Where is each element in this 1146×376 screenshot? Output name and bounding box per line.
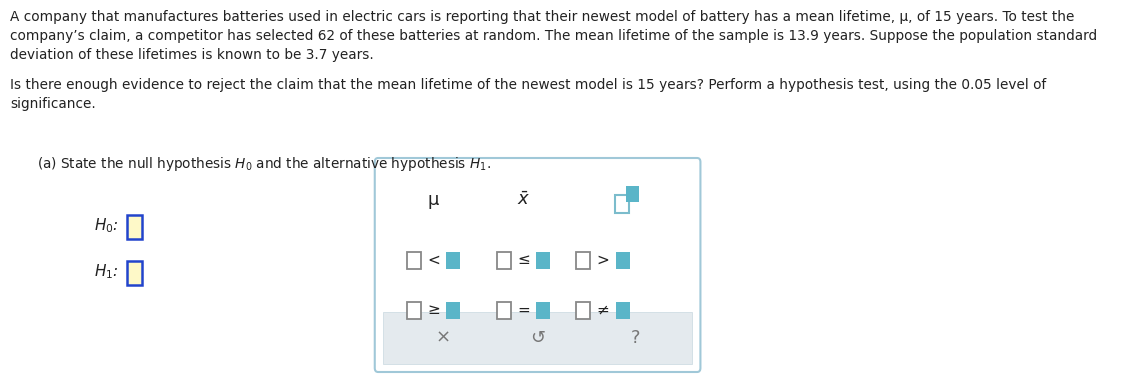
Bar — [615, 302, 629, 318]
Bar — [615, 302, 629, 318]
Bar — [576, 252, 590, 268]
Bar — [536, 252, 550, 268]
Bar — [497, 252, 511, 268]
Text: ↺: ↺ — [531, 329, 545, 347]
Text: $H_1$:: $H_1$: — [94, 262, 119, 281]
Text: Is there enough evidence to reject the claim that the mean lifetime of the newes: Is there enough evidence to reject the c… — [10, 78, 1046, 92]
Text: μ: μ — [427, 191, 439, 209]
Bar — [615, 252, 629, 268]
Bar — [626, 186, 639, 202]
Text: ≥: ≥ — [427, 303, 440, 317]
Bar — [614, 195, 629, 213]
Text: =: = — [517, 303, 531, 317]
Bar — [536, 302, 550, 318]
Bar — [407, 302, 421, 318]
Text: A company that manufactures batteries used in electric cars is reporting that th: A company that manufactures batteries us… — [10, 10, 1074, 24]
Text: (a) State the null hypothesis $H_0$ and the alternative hypothesis $H_1$.: (a) State the null hypothesis $H_0$ and … — [37, 155, 490, 173]
Text: <: < — [427, 253, 440, 267]
Text: company’s claim, a competitor has selected 62 of these batteries at random. The : company’s claim, a competitor has select… — [10, 29, 1097, 43]
Bar — [446, 252, 461, 268]
Text: $H_0$:: $H_0$: — [94, 216, 119, 235]
FancyBboxPatch shape — [375, 158, 700, 372]
Bar — [127, 261, 142, 285]
Text: deviation of these lifetimes is known to be 3.7 years.: deviation of these lifetimes is known to… — [10, 48, 374, 62]
Text: $\bar{x}$: $\bar{x}$ — [517, 191, 531, 209]
Text: >: > — [597, 253, 610, 267]
Bar — [576, 302, 590, 318]
Text: significance.: significance. — [10, 97, 95, 111]
Bar — [446, 252, 461, 268]
Text: ≠: ≠ — [597, 303, 610, 317]
Text: ?: ? — [631, 329, 641, 347]
Bar — [536, 302, 550, 318]
Bar — [127, 215, 142, 239]
Bar — [446, 302, 461, 318]
Bar — [497, 302, 511, 318]
Bar — [536, 252, 550, 268]
Bar — [383, 312, 692, 364]
Bar — [626, 186, 639, 202]
Bar — [446, 302, 461, 318]
Bar — [407, 252, 421, 268]
Bar — [615, 252, 629, 268]
Text: ≤: ≤ — [517, 253, 531, 267]
Text: ×: × — [435, 329, 452, 347]
